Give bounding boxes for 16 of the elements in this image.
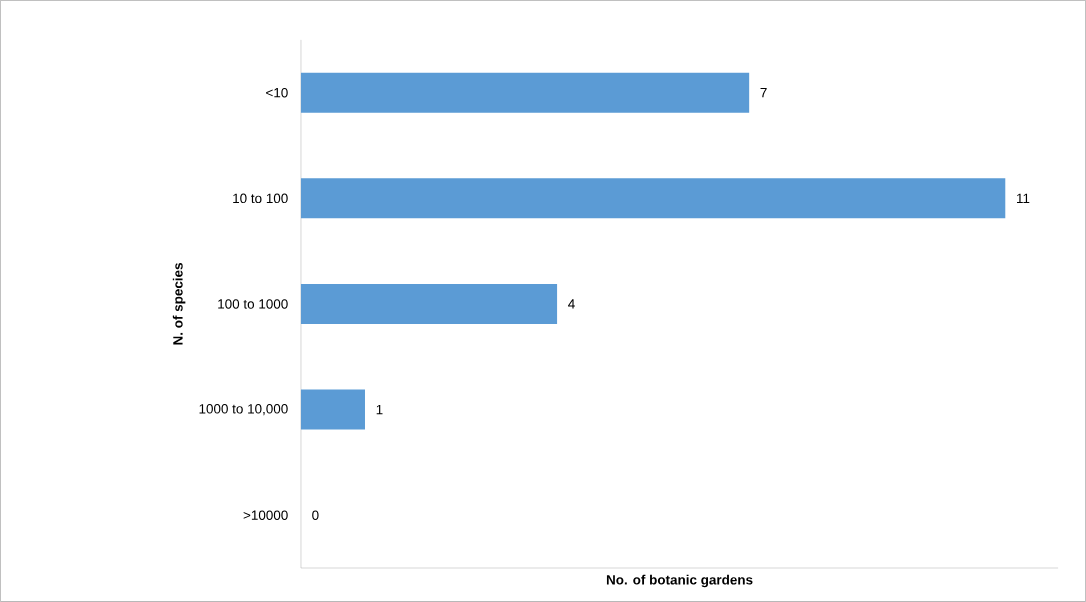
bar — [300, 72, 750, 113]
data-label: 11 — [1017, 193, 1030, 204]
data-label: 1 — [376, 405, 383, 415]
y-tick-label: 100 to 1000 — [218, 299, 288, 309]
data-label: 4 — [568, 299, 575, 309]
y-axis-title: N. of species — [172, 263, 186, 345]
y-tick-label: >10000 — [243, 510, 288, 520]
data-label: 0 — [312, 510, 319, 520]
bar — [300, 178, 1006, 219]
bar — [300, 389, 365, 430]
data-label: 7 — [760, 88, 767, 98]
x-axis-title: No. of botanic gardens — [606, 574, 753, 588]
y-tick-label: 1000 to 10,000 — [199, 404, 288, 416]
bar — [300, 284, 558, 324]
y-tick-label: <10 — [266, 88, 288, 98]
y-tick-label: 10 to 100 — [233, 193, 288, 204]
